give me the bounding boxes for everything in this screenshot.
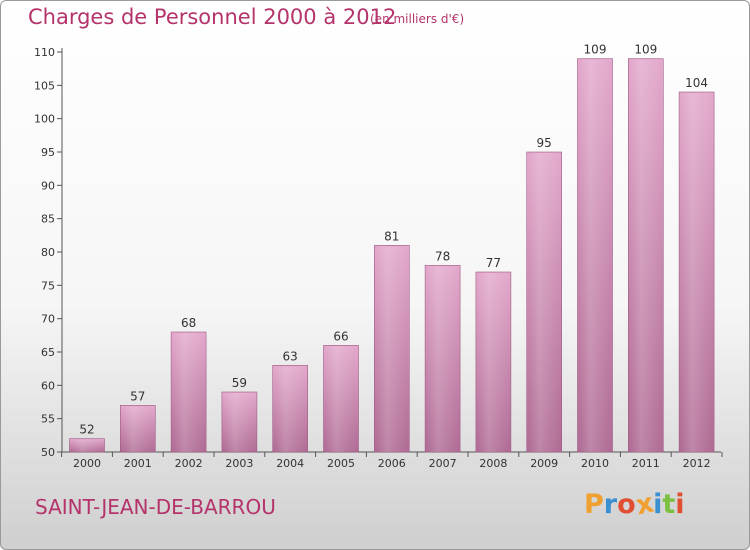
- logo-letter: r: [603, 489, 618, 520]
- value-label: 63: [283, 349, 298, 363]
- y-tick-label: 65: [41, 346, 55, 359]
- x-tick-label: 2012: [683, 457, 711, 470]
- bar-highlight: [71, 439, 103, 452]
- bar-highlight: [223, 393, 255, 452]
- y-tick-label: 110: [34, 46, 55, 59]
- bar-2006: [373, 245, 410, 453]
- x-tick-label: 2010: [581, 457, 609, 470]
- bar-2005: [323, 345, 359, 453]
- x-tick-label: 2007: [429, 457, 457, 470]
- y-tick-label: 85: [41, 213, 55, 226]
- bar-highlight: [681, 93, 713, 452]
- value-label: 95: [537, 136, 552, 150]
- x-tick-label: 2004: [276, 457, 304, 470]
- value-label: 109: [584, 43, 607, 57]
- value-label: 68: [181, 316, 196, 330]
- logo-letter: P: [584, 489, 604, 520]
- value-label: 57: [130, 389, 145, 403]
- x-tick-label: 2005: [327, 457, 355, 470]
- bar-highlight: [173, 333, 205, 452]
- value-label: 104: [685, 76, 708, 90]
- bar-highlight: [376, 246, 408, 452]
- logo-letter: i: [675, 489, 685, 520]
- value-label: 66: [333, 329, 348, 343]
- logo-letter: t: [662, 489, 676, 520]
- proxiti-logo[interactable]: Proxiti: [584, 488, 685, 522]
- bar-highlight: [528, 153, 560, 452]
- y-tick-label: 105: [34, 79, 55, 92]
- commune-name: SAINT-JEAN-DE-BARROU: [35, 495, 276, 519]
- logo-letter: o: [617, 489, 636, 520]
- value-label: 78: [435, 249, 450, 263]
- bar-2010: [577, 58, 613, 453]
- bar-2011: [627, 58, 664, 453]
- bar-2009: [526, 151, 563, 453]
- bar-2007: [424, 265, 461, 453]
- bar-2000: [69, 438, 105, 453]
- logo-letter: i: [653, 489, 663, 520]
- chart-axes: 50 55 60 65 70 75 80 85 90 95 100 105 110 2000 2001 200…: [34, 46, 723, 470]
- value-label: 59: [232, 376, 247, 390]
- x-tick-label: 2008: [479, 457, 507, 470]
- y-tick-label: 55: [41, 413, 55, 426]
- bar-highlight: [122, 406, 154, 452]
- bar-2001: [120, 405, 156, 453]
- x-tick-label: 2000: [73, 457, 101, 470]
- x-tick-label: 2002: [175, 457, 203, 470]
- bar-highlight: [274, 366, 306, 452]
- chart-title: Charges de Personnel 2000 à 2012: [28, 5, 397, 29]
- bar-highlight: [477, 273, 509, 452]
- x-tick-label: 2006: [378, 457, 406, 470]
- x-tick-label: 2003: [225, 457, 253, 470]
- value-label: 77: [486, 256, 501, 270]
- value-label: 52: [79, 423, 94, 437]
- bar-2002: [170, 331, 207, 453]
- y-tick-label: 80: [41, 246, 55, 259]
- chart-subtitle: (en milliers d'€): [370, 12, 465, 26]
- bar-2012: [678, 91, 715, 453]
- bar-highlight: [630, 59, 662, 453]
- chart-value-labels: 52 57 68 59 63 66 81 78 77 95 109 109 104: [79, 43, 708, 437]
- bar-2004: [272, 365, 309, 453]
- bar-highlight: [427, 266, 459, 452]
- chart-bars: [69, 58, 715, 453]
- y-tick-label: 75: [41, 279, 55, 292]
- bar-2008: [475, 271, 512, 453]
- x-tick-label: 2011: [632, 457, 660, 470]
- y-tick-label: 70: [41, 313, 55, 326]
- x-tick-label: 2001: [124, 457, 152, 470]
- bar-2003: [221, 391, 258, 453]
- y-tick-label: 95: [41, 146, 55, 159]
- value-label: 81: [384, 229, 399, 243]
- y-tick-label: 60: [41, 379, 55, 392]
- bar-highlight: [325, 346, 357, 452]
- y-tick-label: 50: [41, 446, 55, 459]
- y-tick-label: 90: [41, 179, 55, 192]
- value-label: 109: [634, 43, 657, 57]
- y-tick-label: 100: [34, 113, 55, 126]
- x-tick-label: 2009: [530, 457, 558, 470]
- bar-highlight: [579, 59, 611, 453]
